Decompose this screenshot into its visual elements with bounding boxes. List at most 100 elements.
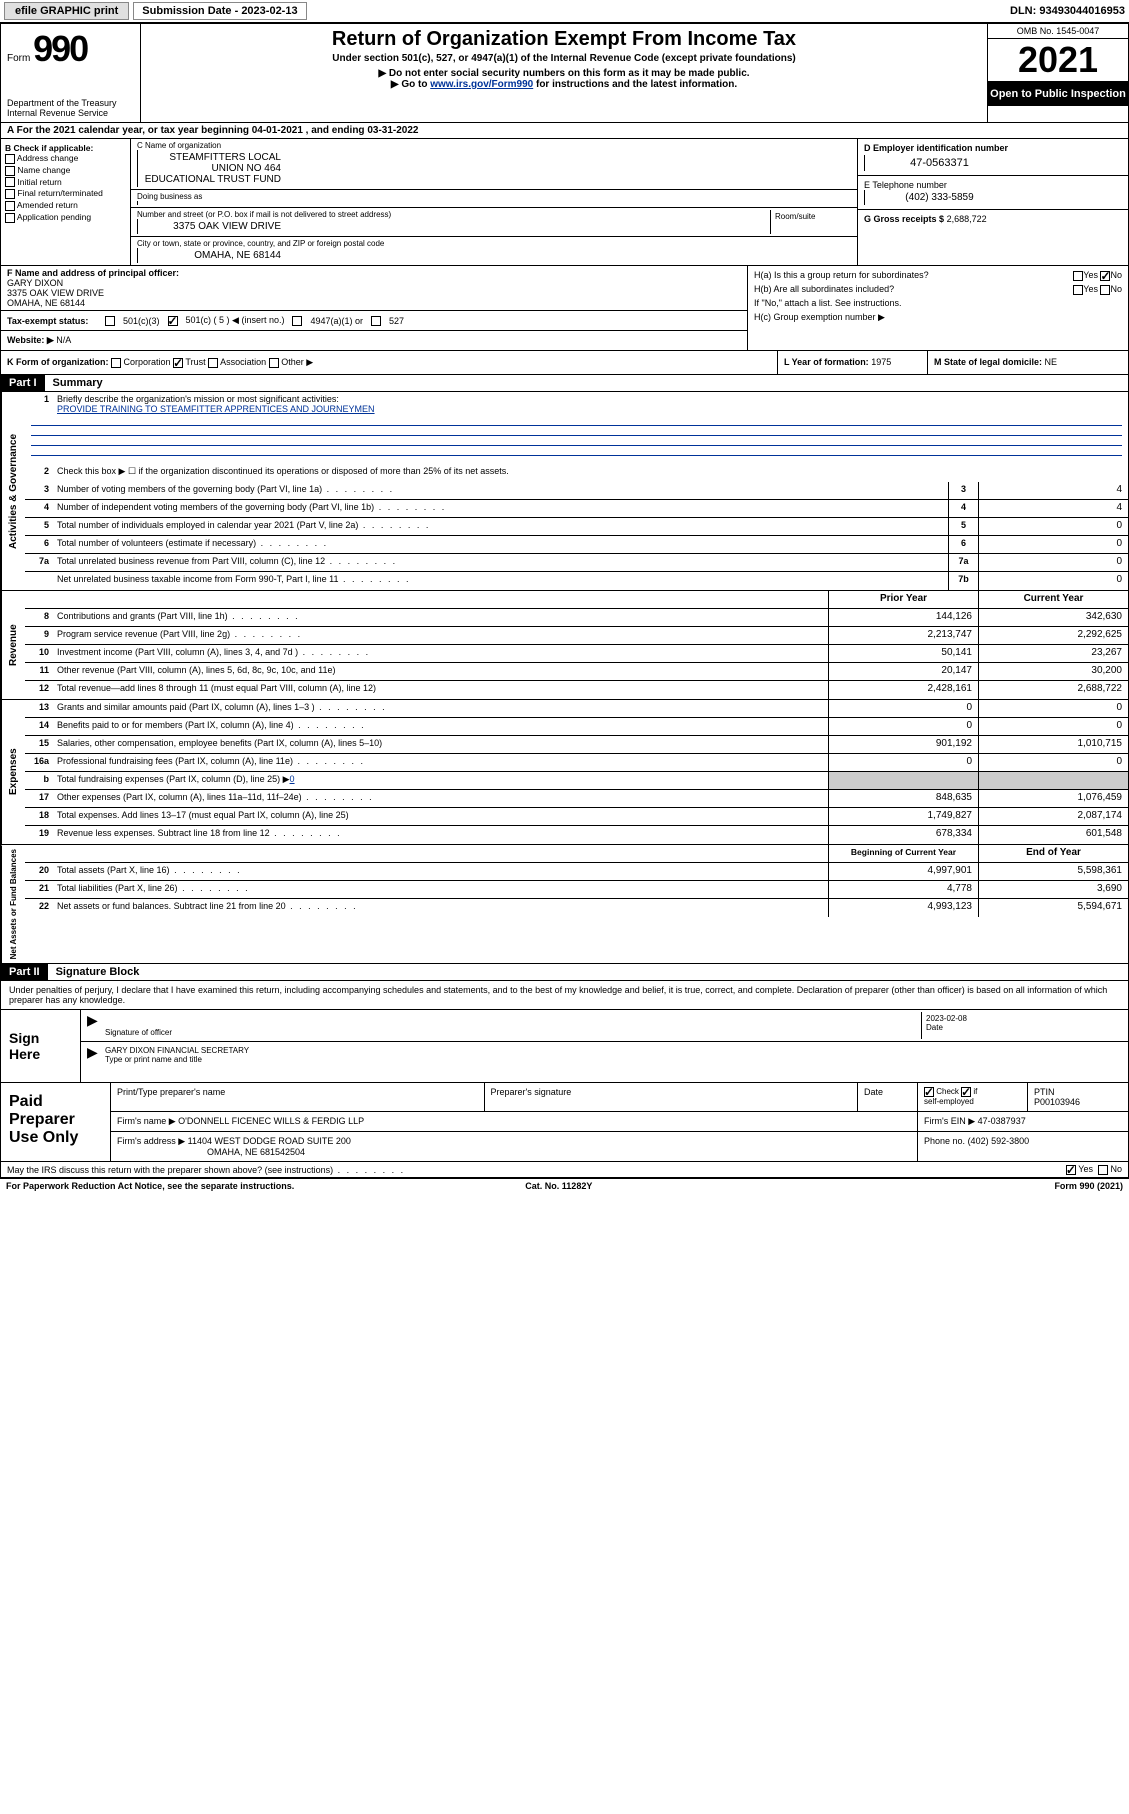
website-value: N/A bbox=[56, 335, 71, 345]
sig-officer-label: Signature of officer bbox=[105, 1028, 172, 1037]
omb-number: OMB No. 1545-0047 bbox=[988, 24, 1128, 39]
pt-sig-label: Preparer's signature bbox=[491, 1087, 572, 1097]
part-i-badge: Part I bbox=[1, 375, 45, 391]
cb-527[interactable] bbox=[371, 316, 381, 326]
section-fijh: F Name and address of principal officer:… bbox=[0, 266, 1129, 351]
line14-prior: 0 bbox=[828, 718, 978, 735]
officer-name: GARY DIXON bbox=[7, 278, 741, 288]
tax-year: 2021 bbox=[988, 39, 1128, 82]
discuss-row: May the IRS discuss this return with the… bbox=[0, 1162, 1129, 1178]
ein-label: D Employer identification number bbox=[864, 143, 1122, 153]
cb-hb-no[interactable] bbox=[1100, 285, 1110, 295]
mission-text[interactable]: PROVIDE TRAINING TO STEAMFITTER APPRENTI… bbox=[57, 404, 375, 414]
line22-prior: 4,993,123 bbox=[828, 899, 978, 917]
cb-ha-no[interactable] bbox=[1100, 271, 1110, 281]
goto-post: for instructions and the latest informat… bbox=[533, 79, 737, 90]
firm-name: O'DONNELL FICENEC WILLS & FERDIG LLP bbox=[178, 1116, 364, 1126]
cb-initial-return[interactable]: Initial return bbox=[5, 177, 126, 188]
officer-addr2: OMAHA, NE 68144 bbox=[7, 298, 741, 308]
line2: Check this box ▶ ☐ if the organization d… bbox=[53, 464, 1128, 482]
cb-ha-yes[interactable] bbox=[1073, 271, 1083, 281]
room-suite-label: Room/suite bbox=[771, 210, 851, 234]
form-header: Form 990 Department of the Treasury Inte… bbox=[0, 23, 1129, 123]
cb-discuss-yes[interactable] bbox=[1066, 1165, 1076, 1175]
firm-phone: (402) 592-3800 bbox=[968, 1136, 1030, 1146]
col-b-checkboxes: B Check if applicable: Address change Na… bbox=[1, 139, 131, 265]
city-value: OMAHA, NE 68144 bbox=[137, 248, 287, 263]
line16a-prior: 0 bbox=[828, 754, 978, 771]
cb-corp[interactable] bbox=[111, 358, 121, 368]
cb-application-pending[interactable]: Application pending bbox=[5, 212, 126, 223]
line18-curr: 2,087,174 bbox=[978, 808, 1128, 825]
pt-date-label: Date bbox=[864, 1087, 883, 1097]
part-i-title: Summary bbox=[45, 375, 111, 391]
firm-phone-label: Phone no. bbox=[924, 1136, 965, 1146]
expenses-section: Expenses 13Grants and similar amounts pa… bbox=[0, 700, 1129, 845]
line16a-curr: 0 bbox=[978, 754, 1128, 771]
cb-501c3[interactable] bbox=[105, 316, 115, 326]
org-name: STEAMFITTERS LOCAL UNION NO 464 EDUCATIO… bbox=[137, 150, 287, 187]
part-ii-badge: Part II bbox=[1, 964, 48, 980]
line19-prior: 678,334 bbox=[828, 826, 978, 844]
side-revenue: Revenue bbox=[1, 591, 25, 699]
irs-link[interactable]: www.irs.gov/Form990 bbox=[430, 79, 533, 90]
line10-curr: 23,267 bbox=[978, 645, 1128, 662]
cb-name-change[interactable]: Name change bbox=[5, 165, 126, 176]
line7a-val: 0 bbox=[978, 554, 1128, 571]
line20-prior: 4,997,901 bbox=[828, 863, 978, 880]
hb-yes: Yes bbox=[1083, 284, 1098, 294]
cb-4947[interactable] bbox=[292, 316, 302, 326]
part-ii-header: Part II Signature Block bbox=[0, 964, 1129, 981]
line13-prior: 0 bbox=[828, 700, 978, 717]
officer-name-title: GARY DIXON FINANCIAL SECRETARY bbox=[105, 1046, 1118, 1055]
cb-trust[interactable] bbox=[173, 358, 183, 368]
fij-left: F Name and address of principal officer:… bbox=[1, 266, 748, 350]
ha-yes: Yes bbox=[1083, 270, 1098, 280]
officer-addr1: 3375 OAK VIEW DRIVE bbox=[7, 288, 741, 298]
line15-desc: Salaries, other compensation, employee b… bbox=[53, 736, 828, 753]
header-right: OMB No. 1545-0047 2021 Open to Public In… bbox=[988, 24, 1128, 122]
line9-curr: 2,292,625 bbox=[978, 627, 1128, 644]
line22-desc: Net assets or fund balances. Subtract li… bbox=[53, 899, 828, 917]
line13-curr: 0 bbox=[978, 700, 1128, 717]
line5-val: 0 bbox=[978, 518, 1128, 535]
efile-print-button[interactable]: efile GRAPHIC print bbox=[4, 2, 129, 20]
cb-address-change[interactable]: Address change bbox=[5, 153, 126, 164]
sign-here-block: Sign Here ▶ Signature of officer 2023-02… bbox=[0, 1010, 1129, 1083]
line14-desc: Benefits paid to or for members (Part IX… bbox=[53, 718, 828, 735]
cb-amended-return[interactable]: Amended return bbox=[5, 200, 126, 211]
discuss-label: May the IRS discuss this return with the… bbox=[7, 1165, 405, 1175]
cb-discuss-no[interactable] bbox=[1098, 1165, 1108, 1175]
side-expenses: Expenses bbox=[1, 700, 25, 844]
part-i-header: Part I Summary bbox=[0, 375, 1129, 392]
pt-name-label: Print/Type preparer's name bbox=[117, 1087, 225, 1097]
boy-hdr: Beginning of Current Year bbox=[828, 845, 978, 862]
cb-hb-yes[interactable] bbox=[1073, 285, 1083, 295]
ha-no: No bbox=[1110, 270, 1122, 280]
sig-date: 2023-02-08 bbox=[926, 1014, 1118, 1023]
cb-501c[interactable] bbox=[168, 316, 178, 326]
revenue-section: Revenue Prior YearCurrent Year 8Contribu… bbox=[0, 591, 1129, 700]
firm-addr-label: Firm's address ▶ bbox=[117, 1136, 185, 1146]
lbl-527: 527 bbox=[389, 316, 404, 326]
current-year-hdr: Current Year bbox=[978, 591, 1128, 608]
discuss-yes: Yes bbox=[1078, 1164, 1093, 1174]
line7a-desc: Total unrelated business revenue from Pa… bbox=[53, 554, 948, 571]
subtitle-1: Under section 501(c), 527, or 4947(a)(1)… bbox=[147, 53, 981, 64]
ptin-label: PTIN bbox=[1034, 1087, 1055, 1097]
hb-label: H(b) Are all subordinates included? bbox=[754, 284, 894, 294]
line12-desc: Total revenue—add lines 8 through 11 (mu… bbox=[53, 681, 828, 699]
m-value: NE bbox=[1045, 357, 1058, 367]
line8-prior: 144,126 bbox=[828, 609, 978, 626]
line8-desc: Contributions and grants (Part VIII, lin… bbox=[53, 609, 828, 626]
lbl-assoc: Association bbox=[220, 357, 266, 367]
cb-other[interactable] bbox=[269, 358, 279, 368]
governance-section: Activities & Governance 1Briefly describ… bbox=[0, 392, 1129, 591]
cb-final-return[interactable]: Final return/terminated bbox=[5, 188, 126, 199]
lbl-trust: Trust bbox=[185, 357, 205, 367]
cb-assoc[interactable] bbox=[208, 358, 218, 368]
lbl-4947: 4947(a)(1) or bbox=[310, 316, 363, 326]
open-public-badge: Open to Public Inspection bbox=[988, 82, 1128, 106]
line8-curr: 342,630 bbox=[978, 609, 1128, 626]
check-self-employed[interactable] bbox=[924, 1088, 934, 1097]
